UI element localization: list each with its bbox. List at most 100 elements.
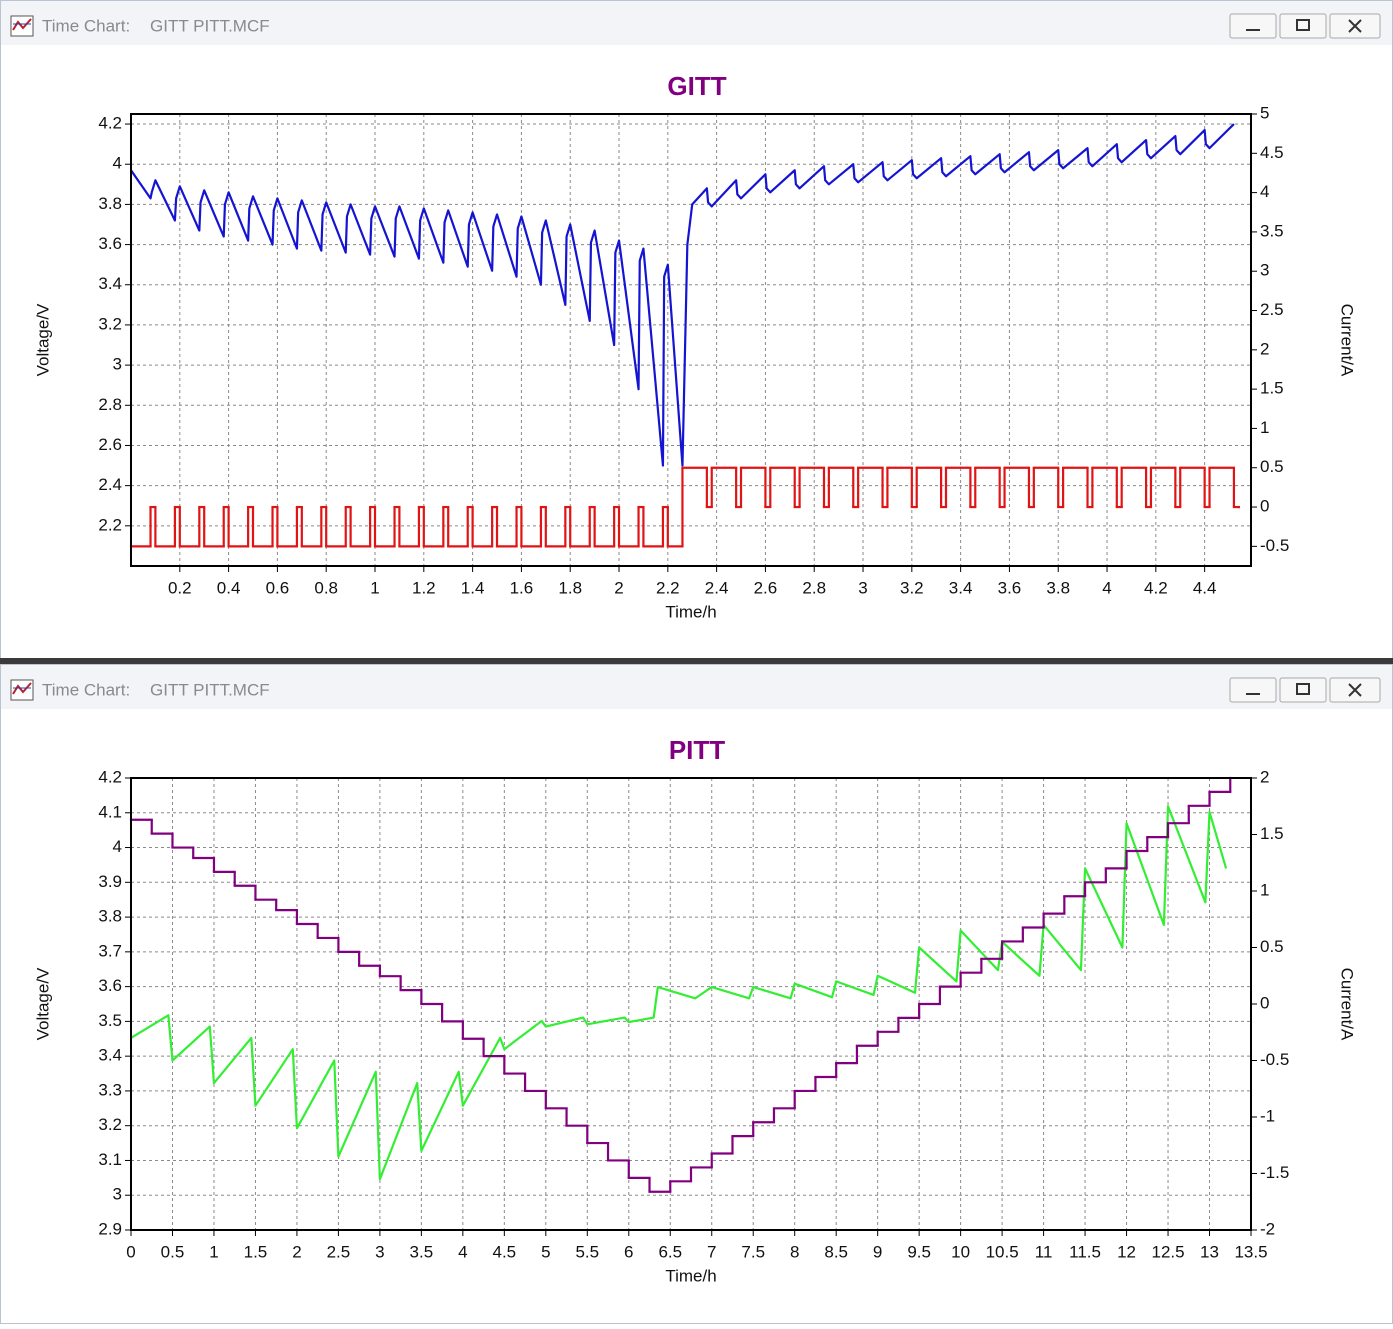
x-tick-label: 0.2 bbox=[168, 578, 192, 597]
x-tick-label: 0.4 bbox=[217, 578, 241, 597]
x-tick-label: 7.5 bbox=[741, 1242, 765, 1261]
window-frame bbox=[0, 0, 1393, 660]
x-tick-label: 3 bbox=[375, 1242, 384, 1261]
plot-frame bbox=[130, 113, 1252, 567]
x-tick-label: 4 bbox=[1102, 578, 1111, 597]
x-tick-label: 0 bbox=[126, 1242, 135, 1261]
y-tick-label: 3.6 bbox=[98, 976, 122, 995]
series-line bbox=[130, 123, 1235, 467]
x-tick-label: 1.5 bbox=[244, 1242, 268, 1261]
y-tick-label: 3.1 bbox=[98, 1150, 122, 1169]
y2-tick-label: -1.5 bbox=[1260, 1163, 1289, 1182]
x-tick-label: 2.2 bbox=[656, 578, 680, 597]
app-icon bbox=[10, 15, 34, 37]
x-axis-label: Time/h bbox=[665, 602, 716, 621]
y2-tick-label: 2 bbox=[1260, 339, 1269, 358]
y2-tick-label: 2.5 bbox=[1260, 300, 1284, 319]
x-tick-label: 10 bbox=[951, 1242, 970, 1261]
y2-tick-label: -0.5 bbox=[1260, 1050, 1289, 1069]
y2-tick-label: -1 bbox=[1260, 1106, 1275, 1125]
x-tick-label: 9 bbox=[873, 1242, 882, 1261]
x-tick-label: 4.5 bbox=[493, 1242, 517, 1261]
close-button[interactable] bbox=[1329, 13, 1381, 39]
x-tick-label: 9.5 bbox=[907, 1242, 931, 1261]
x-tick-label: 8 bbox=[790, 1242, 799, 1261]
window-caption: Time Chart: bbox=[42, 16, 130, 35]
y2-tick-label: 4.5 bbox=[1260, 143, 1284, 162]
x-tick-label: 10.5 bbox=[986, 1242, 1019, 1261]
window-frame bbox=[0, 664, 1393, 1324]
y-tick-label: 4.1 bbox=[98, 802, 122, 821]
y-tick-label: 2.6 bbox=[98, 435, 122, 454]
y2-tick-label: -0.5 bbox=[1260, 536, 1289, 555]
y-tick-label: 2.9 bbox=[98, 1219, 122, 1238]
x-tick-label: 1.6 bbox=[510, 578, 534, 597]
x-tick-label: 8.5 bbox=[824, 1242, 848, 1261]
window-file: GITT PITT.MCF bbox=[150, 16, 270, 35]
x-tick-label: 1.4 bbox=[461, 578, 485, 597]
minimize-button[interactable] bbox=[1229, 13, 1277, 39]
y-tick-label: 3.5 bbox=[98, 1011, 122, 1030]
y-tick-label: 4 bbox=[113, 837, 122, 856]
x-axis-label: Time/h bbox=[665, 1266, 716, 1285]
y-tick-label: 2.4 bbox=[98, 475, 122, 494]
y2-tick-label: 3 bbox=[1260, 261, 1269, 280]
x-tick-label: 6 bbox=[624, 1242, 633, 1261]
x-tick-label: 7 bbox=[707, 1242, 716, 1261]
x-tick-label: 3.5 bbox=[410, 1242, 434, 1261]
y-tick-label: 3.2 bbox=[98, 1115, 122, 1134]
y-tick-label: 3 bbox=[113, 1185, 122, 1204]
x-tick-label: 5.5 bbox=[575, 1242, 599, 1261]
window-caption: Time Chart: bbox=[42, 680, 130, 699]
x-tick-label: 0.6 bbox=[266, 578, 290, 597]
y2-tick-label: 0 bbox=[1260, 993, 1269, 1012]
y-tick-label: 4.2 bbox=[98, 767, 122, 786]
x-tick-label: 2 bbox=[614, 578, 623, 597]
y-tick-label: 3.4 bbox=[98, 274, 122, 293]
chart-title: GITT bbox=[667, 71, 726, 101]
x-tick-label: 4.4 bbox=[1193, 578, 1217, 597]
x-tick-label: 6.5 bbox=[658, 1242, 682, 1261]
x-tick-label: 3.2 bbox=[900, 578, 924, 597]
y-tick-label: 3.6 bbox=[98, 234, 122, 253]
x-tick-label: 11 bbox=[1035, 1242, 1053, 1261]
y-tick-label: 3.9 bbox=[98, 872, 122, 891]
x-tick-label: 5 bbox=[541, 1242, 550, 1261]
plot-series bbox=[129, 123, 1240, 548]
y-tick-label: 4 bbox=[113, 154, 122, 173]
x-tick-label: 3.6 bbox=[998, 578, 1022, 597]
y-tick-label: 2.8 bbox=[98, 395, 122, 414]
title-bar bbox=[1, 1, 1392, 45]
minimize-button[interactable] bbox=[1229, 677, 1277, 703]
y-axis-label: Voltage/V bbox=[33, 303, 52, 376]
x-tick-label: 2.8 bbox=[802, 578, 826, 597]
y2-tick-label: 1.5 bbox=[1260, 824, 1284, 843]
x-tick-label: 4 bbox=[458, 1242, 467, 1261]
y2-tick-label: 0.5 bbox=[1260, 457, 1284, 476]
x-tick-label: 4.2 bbox=[1144, 578, 1168, 597]
y-tick-label: 3.2 bbox=[98, 314, 122, 333]
y2-tick-label: 1.5 bbox=[1260, 379, 1284, 398]
y-tick-label: 3 bbox=[113, 355, 122, 374]
x-tick-label: 1.2 bbox=[412, 578, 436, 597]
y2-tick-label: -2 bbox=[1260, 1219, 1275, 1238]
x-tick-label: 13.5 bbox=[1234, 1242, 1267, 1261]
maximize-button[interactable] bbox=[1279, 677, 1327, 703]
chart-title: PITT bbox=[669, 735, 725, 765]
x-tick-label: 0.8 bbox=[314, 578, 338, 597]
y2-tick-label: 1 bbox=[1260, 418, 1269, 437]
x-tick-label: 11.5 bbox=[1069, 1242, 1101, 1261]
y-tick-label: 3.8 bbox=[98, 194, 122, 213]
y2-axis-label: Current/A bbox=[1338, 304, 1357, 377]
y2-tick-label: 0 bbox=[1260, 497, 1269, 516]
plot-frame bbox=[130, 777, 1252, 1231]
app-icon bbox=[10, 679, 34, 701]
close-button[interactable] bbox=[1329, 677, 1381, 703]
y-tick-label: 3.4 bbox=[98, 1046, 122, 1065]
x-tick-label: 1 bbox=[209, 1242, 218, 1261]
window-separator bbox=[0, 658, 1393, 664]
maximize-button[interactable] bbox=[1279, 13, 1327, 39]
y2-tick-label: 0.5 bbox=[1260, 937, 1284, 956]
